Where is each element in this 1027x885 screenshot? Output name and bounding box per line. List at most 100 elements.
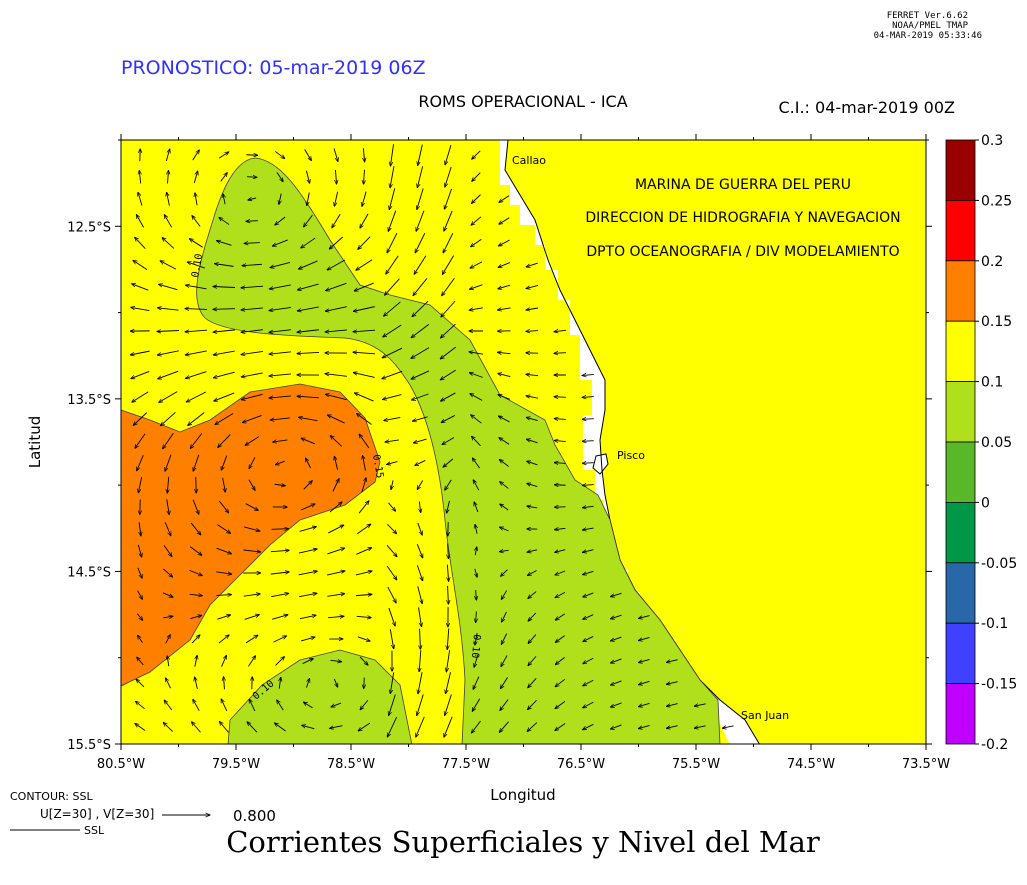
current-vector [611,702,622,707]
current-vector [526,262,538,267]
current-vector [243,594,261,597]
current-vector [583,592,594,597]
current-vector [185,350,207,355]
current-vector [555,549,566,553]
current-vector [694,704,706,706]
y-axis-title: Latitud [26,416,44,469]
current-vector [275,460,285,465]
current-vector [305,170,309,183]
current-vector [471,436,481,447]
current-vector [189,546,202,556]
current-vector [163,545,172,556]
bottom-caption: Corrientes Superficiales y Nivel del Mar [226,825,820,859]
current-vector [192,499,199,515]
current-vector [354,393,374,402]
current-vector [274,723,286,732]
current-vector [500,504,509,511]
current-vector [417,188,424,209]
forecast-title: PRONOSTICO: 05-mar-2019 06Z [121,57,426,79]
current-vector [416,210,425,232]
current-vector [555,678,566,686]
current-vector [217,524,230,534]
current-vector [298,571,318,576]
x-tick-label: 79.5°W [212,757,260,772]
current-vector [248,656,255,667]
current-vector [501,633,508,645]
current-vector [163,433,174,448]
current-vector [471,216,482,225]
current-vector [638,615,650,619]
current-vector [498,308,511,310]
current-vector [193,171,197,184]
current-vector [583,701,594,708]
current-vector [666,725,678,729]
current-vector [527,506,538,508]
current-vector [360,699,369,710]
current-vector [448,543,449,558]
x-tick-label: 75.5°W [672,757,720,772]
x-tick-label: 76.5°W [557,757,605,772]
vector-key-value: 0.800 [233,807,276,825]
current-vector [471,194,481,204]
current-vector [499,721,509,733]
current-vector [500,482,509,489]
current-vector [302,725,315,730]
current-vector [528,677,537,687]
current-vector [390,672,395,693]
current-vector [297,306,319,311]
x-tick-label: 74.5°W [787,757,835,772]
y-tick-label: 13.5°S [67,393,111,408]
current-vector [638,702,650,706]
current-vector [157,330,180,331]
institution-line-2: DIRECCION DE HIDROGRAFIA Y NAVEGACION [585,210,900,226]
current-vector [666,703,678,707]
current-vector [301,438,316,445]
current-vector [611,592,622,596]
current-vector [353,330,376,332]
colorbar-swatch [945,260,976,322]
current-vector [272,239,288,246]
current-vector [469,352,484,355]
current-vector [271,529,289,530]
current-vector [277,700,284,711]
current-vector [555,700,566,708]
ferret-org: NOAA/PMEL TMAP [892,21,968,31]
current-vector [474,502,479,513]
current-vector [214,392,235,401]
current-vector [333,148,338,161]
current-vector [526,331,539,332]
current-vector [135,724,146,731]
current-vector [358,236,371,250]
current-vector [330,660,341,661]
current-vector [475,524,477,534]
current-vector [243,550,260,552]
current-vector [157,350,179,355]
current-vector [666,659,678,663]
current-vector [160,261,177,270]
current-vector [249,699,256,712]
current-vector [355,571,372,576]
island-pisco [592,453,609,475]
current-vector [132,284,149,291]
current-vector [163,616,173,618]
current-vector [501,655,508,666]
current-vector [388,210,397,232]
current-vector [244,243,260,244]
current-vector [302,658,314,664]
current-vector [247,722,258,733]
current-vector [164,215,173,228]
current-vector [471,720,481,733]
current-vector [333,678,337,687]
current-vector [271,593,289,598]
x-tick-label: 78.5°W [327,757,375,772]
current-vector [444,210,453,231]
current-vector [442,255,455,275]
current-vector [217,615,230,620]
current-vector [166,499,170,514]
map-area [121,140,926,744]
colorbar-swatch [945,320,976,383]
current-vector [526,308,539,310]
current-vector [528,591,537,599]
current-vector [218,500,228,513]
current-vector [475,568,477,578]
